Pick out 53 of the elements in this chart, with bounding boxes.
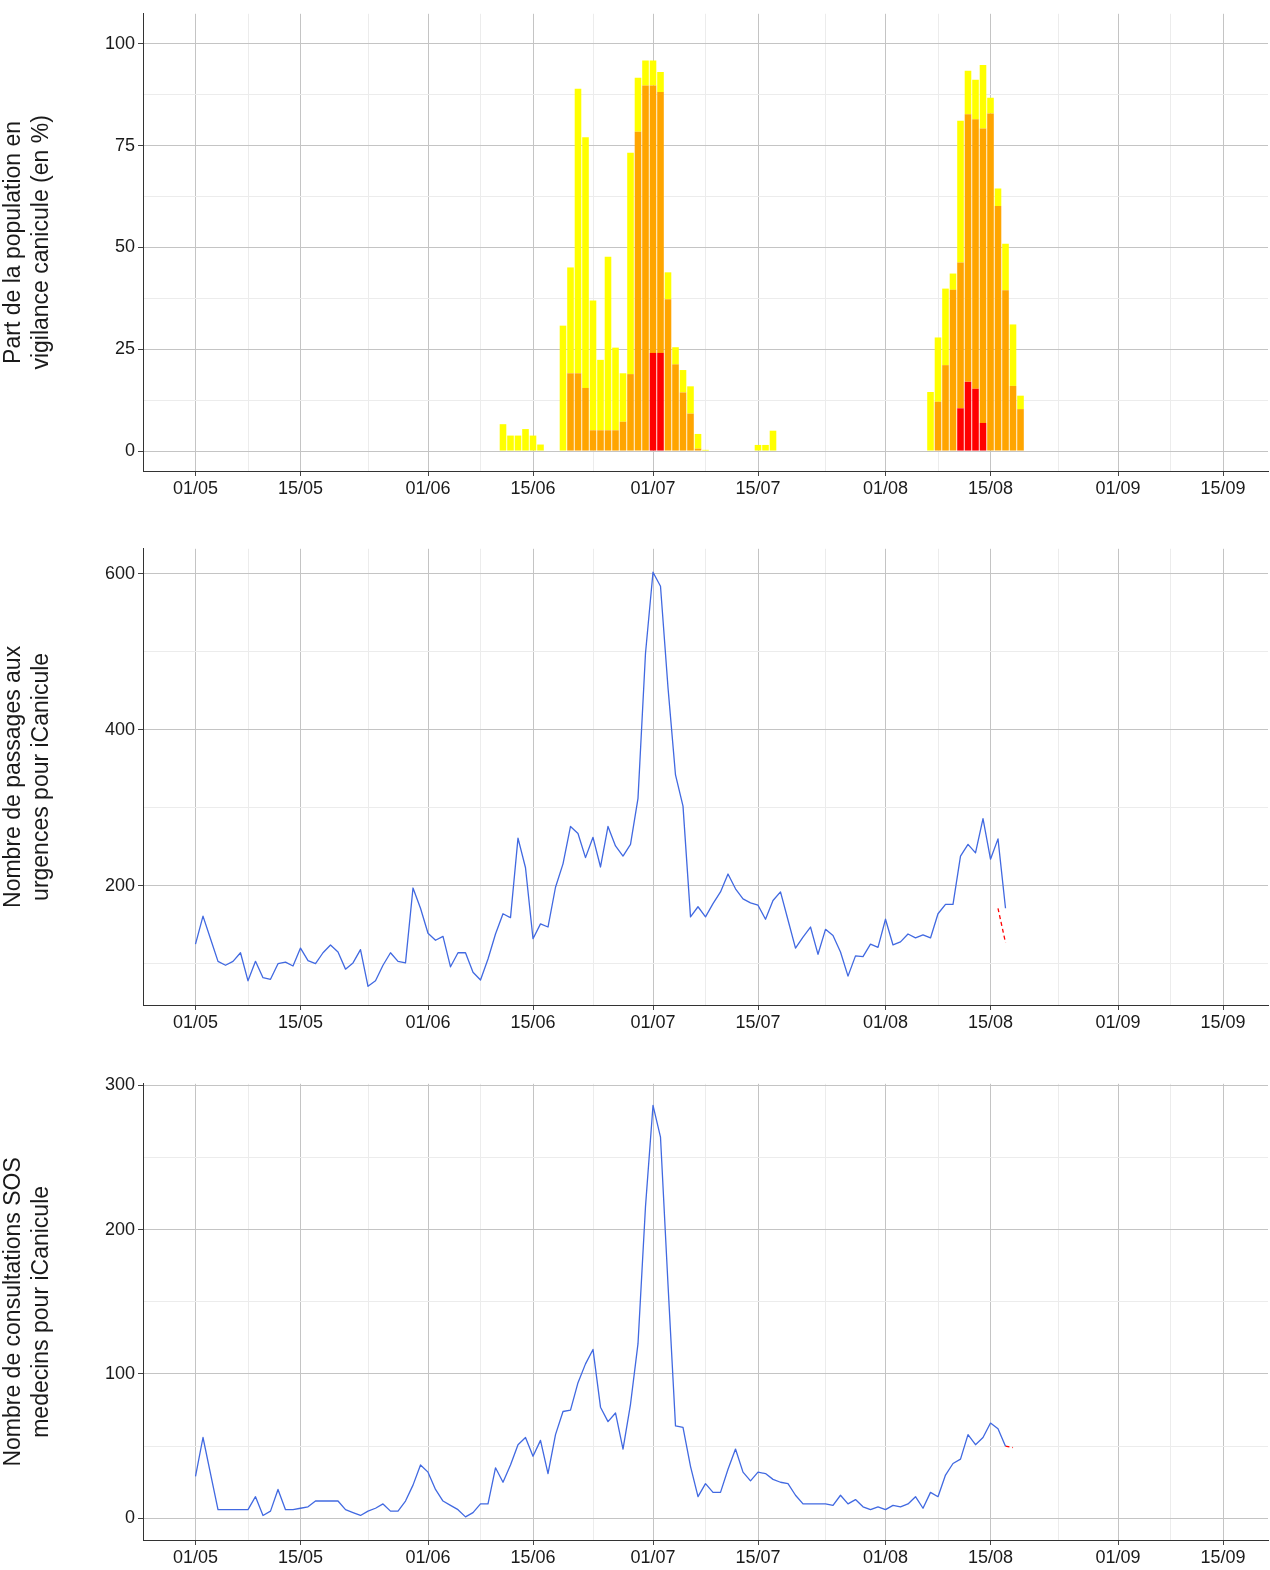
x-tick-label: 01/06 [405,1546,451,1567]
y-tick-label: 0 [124,440,135,461]
x-tick-label: 15/09 [1200,1546,1246,1567]
x-tick-label: 15/07 [735,1546,781,1567]
x-tick-label: 01/08 [862,1546,909,1567]
x-tick-label: 15/08 [967,1011,1014,1032]
y-tick-label: 50 [114,236,135,257]
x-tick-label: 01/09 [1095,1011,1141,1032]
x-tick-label: 01/07 [630,1011,676,1032]
x-tick-label: 01/08 [862,1011,909,1032]
y-tick-label: 0 [124,1507,135,1528]
x-tick-label: 15/08 [967,1546,1014,1567]
y-tick-label: 200 [104,874,135,895]
x-tick-label: 15/06 [510,1011,556,1032]
bar [672,347,679,365]
bar [694,433,702,449]
x-tick-label: 01/07 [630,1546,676,1567]
y-tick-label: 200 [104,1218,135,1239]
x-tick-label: 15/08 [967,477,1014,498]
y-tick-label: 100 [104,32,135,53]
bar [994,188,1002,206]
x-tick-label: 15/07 [735,477,781,498]
x-tick-label: 01/05 [172,1546,219,1567]
x-tick-label: 01/06 [405,1011,451,1032]
x-tick-label: 15/09 [1200,477,1246,498]
x-tick-label: 15/06 [510,477,556,498]
x-tick-label: 15/05 [277,477,324,498]
y-tick-label: 600 [104,562,135,583]
y-axis-title: Nombre de passages aux urgences pour iCanicule [0,645,53,908]
x-tick-label: 01/07 [630,477,676,498]
x-tick-label: 15/09 [1200,1011,1246,1032]
y-tick-label: 100 [104,1362,135,1383]
y-tick-label: 25 [114,338,135,359]
x-tick-label: 15/06 [510,1546,556,1567]
bar [664,272,672,300]
bar [1002,243,1009,291]
x-tick-label: 01/09 [1095,1546,1141,1567]
x-tick-label: 15/07 [735,1011,781,1032]
bar [1017,395,1024,410]
x-tick-label: 01/05 [172,477,219,498]
bar [1009,324,1017,386]
bar [957,120,964,263]
x-tick-label: 15/05 [277,1011,324,1032]
y-axis-title: Part de la population en vigilance canicule (en %) [0,115,53,370]
x-tick-label: 01/06 [405,477,451,498]
x-tick-label: 01/08 [862,477,909,498]
x-tick-label: 01/09 [1095,477,1141,498]
y-tick-label: 400 [104,718,135,739]
x-tick-label: 01/05 [172,1011,219,1032]
y-tick-label: 300 [104,1074,135,1095]
y-tick-label: 75 [114,134,135,155]
y-axis-title: Nombre de consultations SOS medecins pour iCanicule [0,1157,53,1467]
x-tick-label: 15/05 [277,1546,324,1567]
